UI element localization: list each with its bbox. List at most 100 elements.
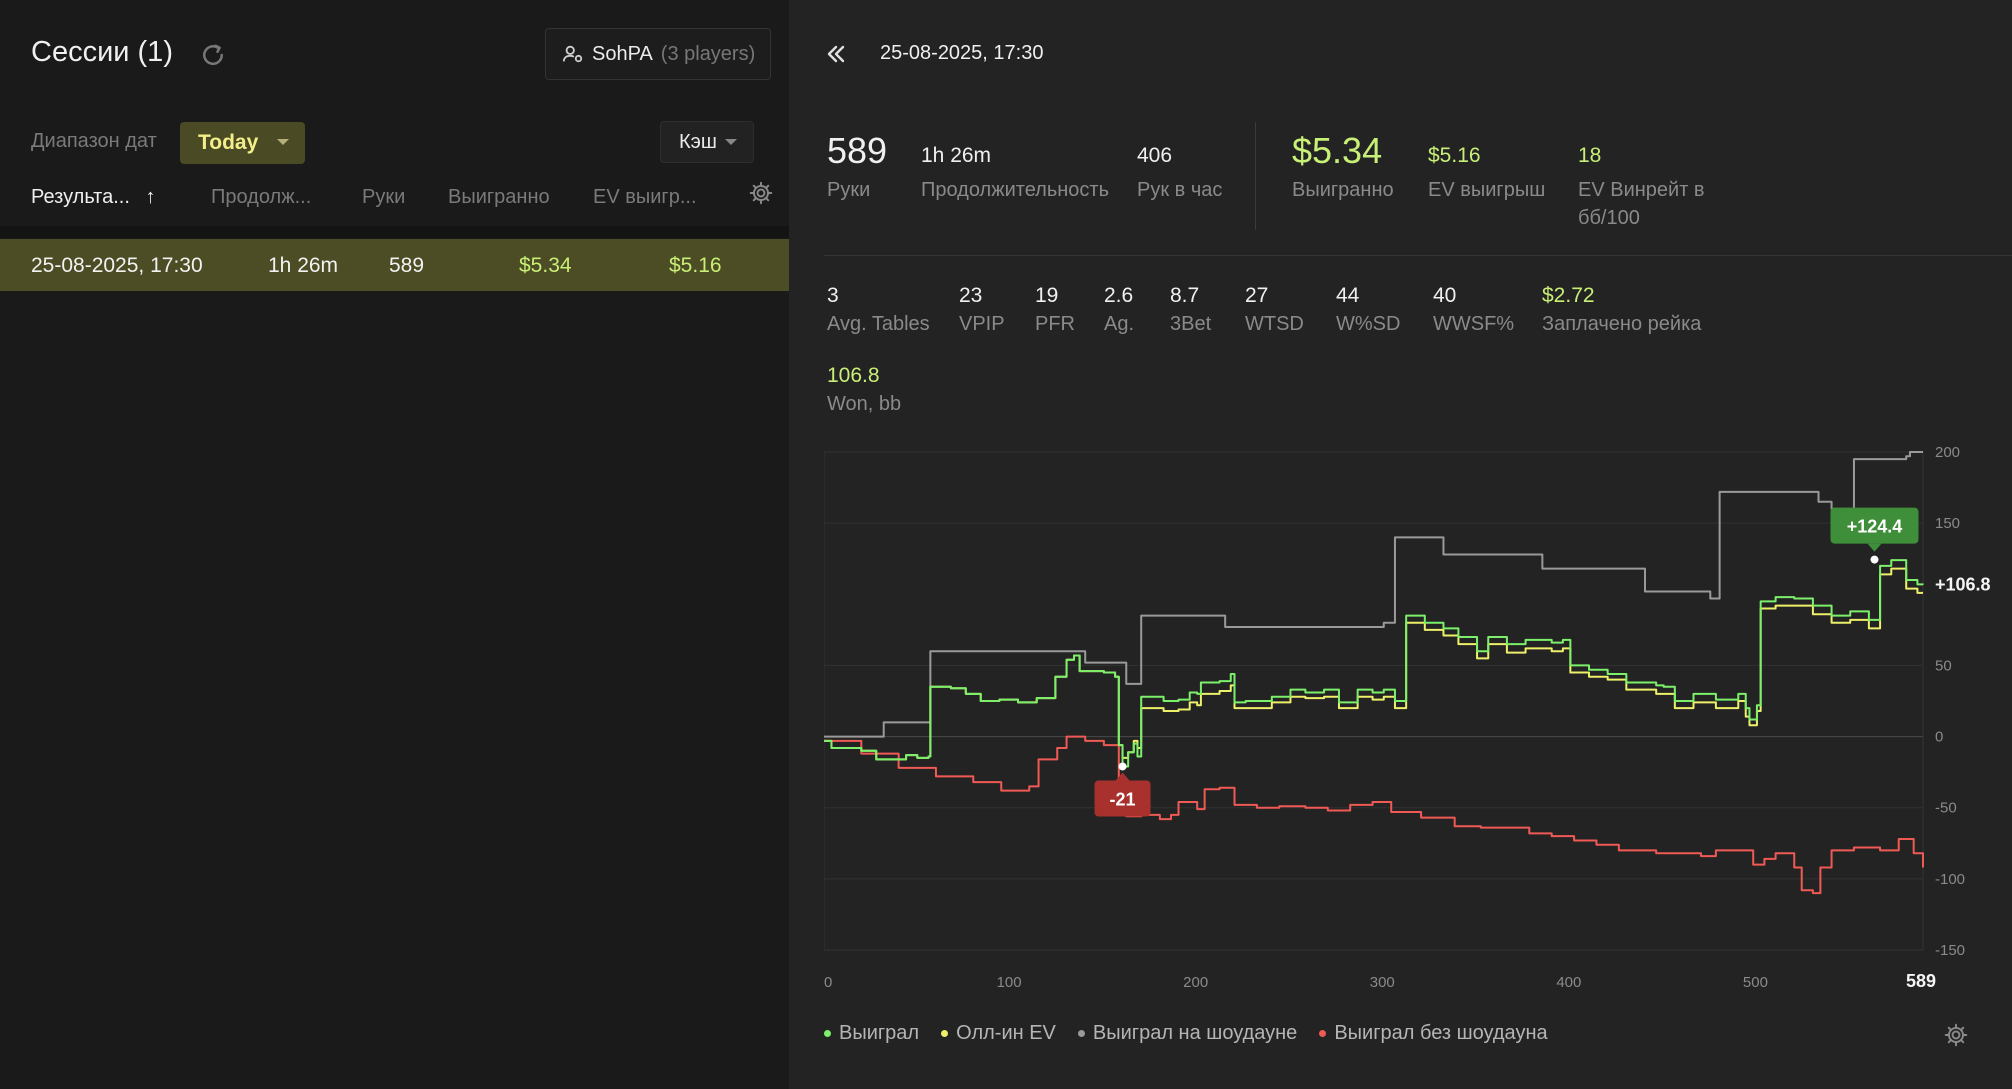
stat-hands-label: Руки (827, 179, 871, 201)
hud-stat-value: 23 (959, 284, 983, 307)
game-type-dropdown[interactable]: Кэш (660, 121, 754, 163)
legend-item-won[interactable]: Выиграл (824, 1022, 919, 1045)
y-end-label: +106.8 (1935, 575, 1991, 595)
hud-stat-value: $2.72 (1542, 284, 1595, 307)
caret-down-icon (277, 139, 289, 145)
y-tick-label: 200 (1935, 444, 1960, 461)
column-header-won[interactable]: Выигранно (448, 186, 550, 208)
date-range-dropdown[interactable]: Today (180, 122, 305, 164)
x-tick-label: 500 (1743, 974, 1768, 991)
legend-dot-icon (1077, 1030, 1085, 1037)
double-chevron-left-icon[interactable] (824, 42, 848, 66)
stat-hands: 589 (827, 130, 888, 171)
y-tick-label: 150 (1935, 515, 1960, 532)
stat-hands-per-hour-label: Рук в час (1137, 179, 1223, 201)
stats-divider (1255, 122, 1256, 230)
sort-arrow-icon: ↑ (145, 186, 156, 208)
hud-stat-label: 3Bet (1170, 313, 1212, 335)
hud-stat-value: 27 (1245, 284, 1269, 307)
date-range-label: Диапазон дат (31, 130, 157, 152)
row-ev-won: $5.16 (669, 254, 722, 277)
sessions-panel: Сессии (1) SohPA (3 players) Диапазон да… (0, 0, 789, 1089)
series-line-3 (824, 735, 1924, 895)
session-title: 25-08-2025, 17:30 (880, 42, 1044, 64)
caret-down-icon (725, 139, 737, 145)
stat-ev-won: $5.16 (1428, 144, 1481, 167)
hud-stat-label: W%SD (1336, 313, 1401, 335)
column-header-result[interactable]: Результа... ↑ (31, 186, 156, 208)
y-tick-label: -100 (1935, 871, 1965, 888)
stats-separator (824, 255, 2012, 256)
annotation-point (1118, 762, 1127, 771)
x-tick-label: 100 (997, 974, 1022, 991)
column-header-ev-won[interactable]: EV выигр... (593, 186, 697, 208)
x-tick-label: 300 (1370, 974, 1395, 991)
column-header-duration[interactable]: Продолж... (211, 186, 312, 208)
hud-stat-label: Заплачено рейка (1542, 313, 1702, 335)
series-line-0 (824, 559, 1924, 768)
stat-ev-winrate: 18 (1578, 144, 1602, 167)
won-bb-label: Won, bb (827, 393, 902, 415)
y-tick-label: -50 (1935, 800, 1957, 817)
hud-stat-value: 8.7 (1170, 284, 1200, 307)
date-range-value: Today (198, 131, 259, 154)
user-settings-icon (562, 45, 583, 63)
stat-hands-per-hour: 406 (1137, 144, 1173, 167)
column-header-hands[interactable]: Руки (362, 186, 406, 208)
table-header-divider (0, 226, 789, 238)
stat-ev-won-label: EV выигрыш (1428, 179, 1546, 201)
x-tick-label: 200 (1183, 974, 1208, 991)
stat-ev-winrate-label: EV Винрейт в бб/100 (1578, 179, 1705, 229)
y-tick-label: 0 (1935, 729, 1943, 746)
row-hands: 589 (389, 254, 425, 277)
legend-item-showdown[interactable]: Выиграл на шоудауне (1077, 1022, 1297, 1045)
refresh-icon[interactable] (198, 40, 228, 70)
annotation-bubble (1830, 507, 1919, 544)
stat-duration-label: Продолжительность (921, 179, 1109, 201)
player-selector-button[interactable]: SohPA (3 players) (545, 28, 771, 80)
hud-stat-value: 19 (1035, 284, 1059, 307)
sessions-title: Сессии (1) (31, 36, 173, 68)
x-tick-label: 0 (824, 974, 832, 991)
y-tick-label: 50 (1935, 657, 1952, 674)
annotation-pointer (1867, 543, 1882, 552)
game-type-value: Кэш (679, 130, 717, 153)
legend-dot-icon (941, 1030, 949, 1037)
x-tick-label: 400 (1556, 974, 1581, 991)
hud-stat-value: 2.6 (1104, 284, 1134, 307)
hud-stat-label: WTSD (1245, 313, 1304, 335)
hud-stat-label: VPIP (959, 313, 1005, 335)
table-row[interactable]: 25-08-2025, 17:30 1h 26m 589 $5.34 $5.16 (0, 239, 789, 291)
hud-stat-value: 3 (827, 284, 839, 307)
row-duration: 1h 26m (268, 254, 339, 277)
player-count: (3 players) (660, 42, 756, 65)
hud-stat-value: 44 (1336, 284, 1360, 307)
hud-stat-label: Avg. Tables (827, 313, 930, 335)
series-line-2 (824, 451, 1923, 738)
annotation-point (1870, 555, 1879, 564)
hud-stat-label: WWSF% (1433, 313, 1515, 335)
won-bb-value: 106.8 (827, 364, 880, 387)
gear-icon[interactable] (748, 180, 774, 206)
stat-won: $5.34 (1292, 130, 1383, 171)
x-end-label: 589 (1906, 971, 1936, 991)
hud-stat-value: 40 (1433, 284, 1457, 307)
annotation-label: -21 (1110, 789, 1136, 809)
legend-item-allin-ev[interactable]: Олл-ин EV (941, 1022, 1056, 1045)
session-detail-panel: 25-08-2025, 17:30 589 Руки 1h 26m Продол… (789, 0, 2012, 1089)
annotation-bubble (1094, 780, 1151, 817)
legend-item-non-showdown[interactable]: Выиграл без шоудауна (1319, 1022, 1548, 1045)
hud-stat-label: Ag. (1104, 313, 1135, 335)
hud-stat-label: PFR (1035, 313, 1075, 335)
annotation-pointer (1115, 772, 1130, 781)
chart-legend: Выиграл Олл-ин EV Выиграл на шоудауне Вы… (824, 1022, 1548, 1045)
annotation-label: +124.4 (1847, 517, 1903, 537)
y-tick-label: -150 (1935, 942, 1965, 959)
row-date: 25-08-2025, 17:30 (31, 254, 203, 277)
chart-settings-gear-icon[interactable] (1943, 1022, 1969, 1048)
legend-dot-icon (824, 1030, 831, 1037)
series-line-1 (824, 567, 1923, 761)
stat-duration: 1h 26m (921, 144, 992, 167)
legend-dot-icon (1319, 1030, 1327, 1037)
